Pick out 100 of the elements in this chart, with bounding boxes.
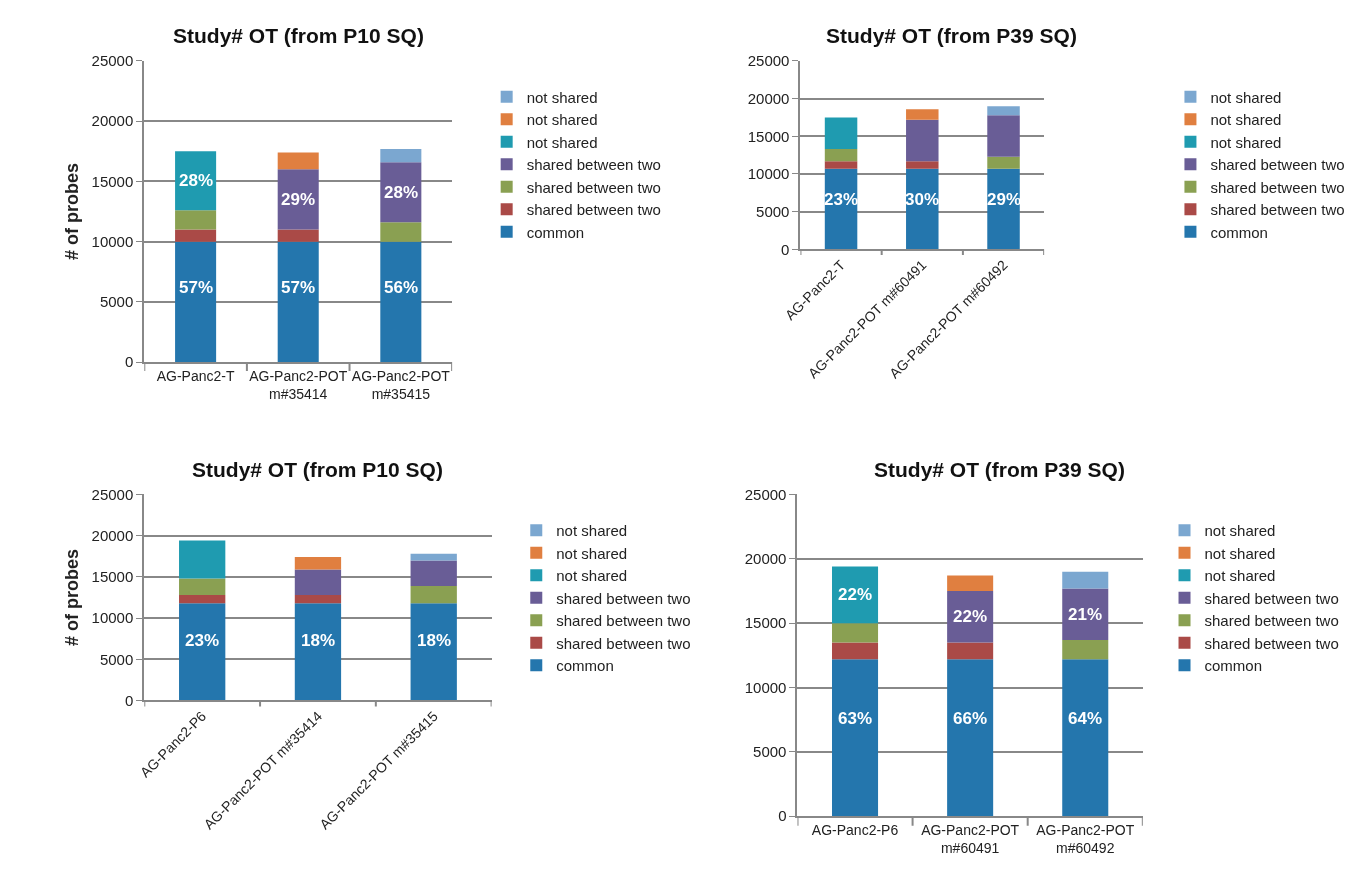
y-tick-label: 15000: [747, 127, 790, 145]
y-tick-label: 15000: [91, 172, 134, 190]
bar: [1062, 588, 1109, 640]
bar: [906, 119, 939, 162]
y-tick-label: 20000: [747, 89, 790, 107]
bar: [175, 241, 217, 363]
bar: [410, 553, 457, 561]
y-axis-title: # of probes: [62, 163, 83, 261]
legend-label: not shared: [556, 522, 628, 540]
bar: [906, 168, 939, 250]
bar: [294, 569, 342, 595]
legend-label: not shared: [1210, 88, 1282, 106]
annotation: 28%: [384, 183, 419, 202]
bar: [380, 222, 422, 242]
y-tick-label: 15000: [744, 614, 787, 632]
legend-label: not shared: [1204, 544, 1276, 562]
y-tick-label: 25000: [744, 485, 787, 503]
bar: [277, 229, 319, 242]
legend-label: shared between two: [556, 589, 691, 607]
y-tick-label: 5000: [756, 202, 790, 220]
bar: [947, 575, 994, 591]
y-tick-label: 5000: [99, 650, 134, 668]
legend-label: shared between two: [526, 201, 661, 219]
y-tick-label: 0: [781, 240, 790, 258]
bar: [1062, 571, 1109, 589]
legend-label: shared between two: [1204, 634, 1339, 652]
legend-label: common: [1210, 223, 1268, 241]
bar: [294, 594, 342, 604]
legend-label: shared between two: [556, 634, 691, 652]
bar: [380, 148, 422, 163]
y-tick-label: 10000: [744, 678, 787, 696]
legend-label: not shared: [1210, 133, 1282, 151]
y-tick-label: 10000: [747, 165, 790, 183]
annotation: 57%: [281, 278, 316, 297]
legend-label: not shared: [1210, 111, 1282, 129]
bar: [1062, 659, 1109, 817]
bar: [277, 169, 319, 230]
y-tick-label: 5000: [99, 293, 134, 311]
bar: [179, 578, 226, 595]
chart-title: Study# OT (from P39 SQ): [874, 458, 1125, 481]
annotation: 57%: [179, 278, 214, 297]
x-tick-label: AG-Panc2-T: [156, 367, 235, 384]
chart-title: Study# OT (from P10 SQ): [192, 458, 443, 481]
legend-label: common: [556, 657, 614, 675]
legend-label: shared between two: [526, 156, 661, 174]
legend-label: shared between two: [1204, 612, 1339, 630]
legend-label: shared between two: [1210, 156, 1345, 174]
chart-title: Study# OT (from P39 SQ): [826, 24, 1077, 47]
legend-label: shared between two: [1204, 589, 1339, 607]
x-tick-label: AG-Panc2-P6: [811, 821, 899, 838]
annotation: 28%: [179, 171, 214, 190]
bar: [832, 659, 879, 817]
bar: [294, 603, 342, 701]
x-tick-label: AG-Panc2-POT m#35414: [249, 367, 348, 403]
bar: [906, 109, 939, 120]
annotation: 56%: [384, 278, 419, 297]
y-tick-label: 5000: [753, 743, 787, 761]
y-axis-title: # of probes: [62, 548, 83, 646]
bar: [1062, 639, 1109, 660]
legend-label: shared between two: [1210, 178, 1345, 196]
bar: [410, 585, 457, 604]
legend-label: common: [526, 223, 585, 241]
y-tick-label: 20000: [91, 526, 134, 544]
legend-label: shared between two: [556, 612, 691, 630]
x-tick-label: AG-Panc2-POT m#60491: [921, 821, 1020, 857]
annotation: 21%: [1068, 605, 1103, 624]
annotation: 63%: [838, 709, 873, 728]
bar: [947, 642, 994, 660]
bar: [410, 603, 457, 701]
annotation: 18%: [417, 631, 452, 650]
legend-label: not shared: [1204, 522, 1276, 540]
legend-label: not shared: [526, 88, 598, 106]
chart-title: Study# OT (from P10 SQ): [173, 24, 424, 47]
annotation: 18%: [301, 631, 336, 650]
y-tick-label: 25000: [91, 52, 134, 70]
legend-label: not shared: [556, 567, 628, 585]
annotation: 22%: [953, 607, 988, 626]
bar: [175, 210, 217, 230]
bar: [179, 540, 226, 579]
y-tick-label: 10000: [91, 232, 134, 250]
bar: [987, 156, 1020, 169]
legend-label: not shared: [556, 544, 628, 562]
y-tick-label: 25000: [747, 52, 790, 70]
bar: [277, 241, 319, 363]
annotation: 29%: [987, 190, 1022, 209]
annotation: 23%: [185, 631, 220, 650]
y-tick-label: 0: [778, 807, 787, 825]
x-tick-label: AG-Panc2-POT m#35415: [351, 367, 451, 403]
annotation: 22%: [838, 585, 873, 604]
y-tick-label: 20000: [744, 550, 787, 568]
x-tick-label: AG-Panc2-POT m#60492: [1036, 821, 1135, 857]
y-tick-label: 25000: [91, 485, 134, 503]
bar: [824, 161, 858, 169]
legend-label: not shared: [1204, 567, 1276, 585]
bar: [175, 229, 217, 242]
y-tick-label: 15000: [91, 568, 134, 586]
bar: [410, 560, 457, 586]
legend-label: not shared: [526, 111, 598, 129]
bar: [380, 241, 422, 363]
annotation: 29%: [281, 190, 316, 209]
